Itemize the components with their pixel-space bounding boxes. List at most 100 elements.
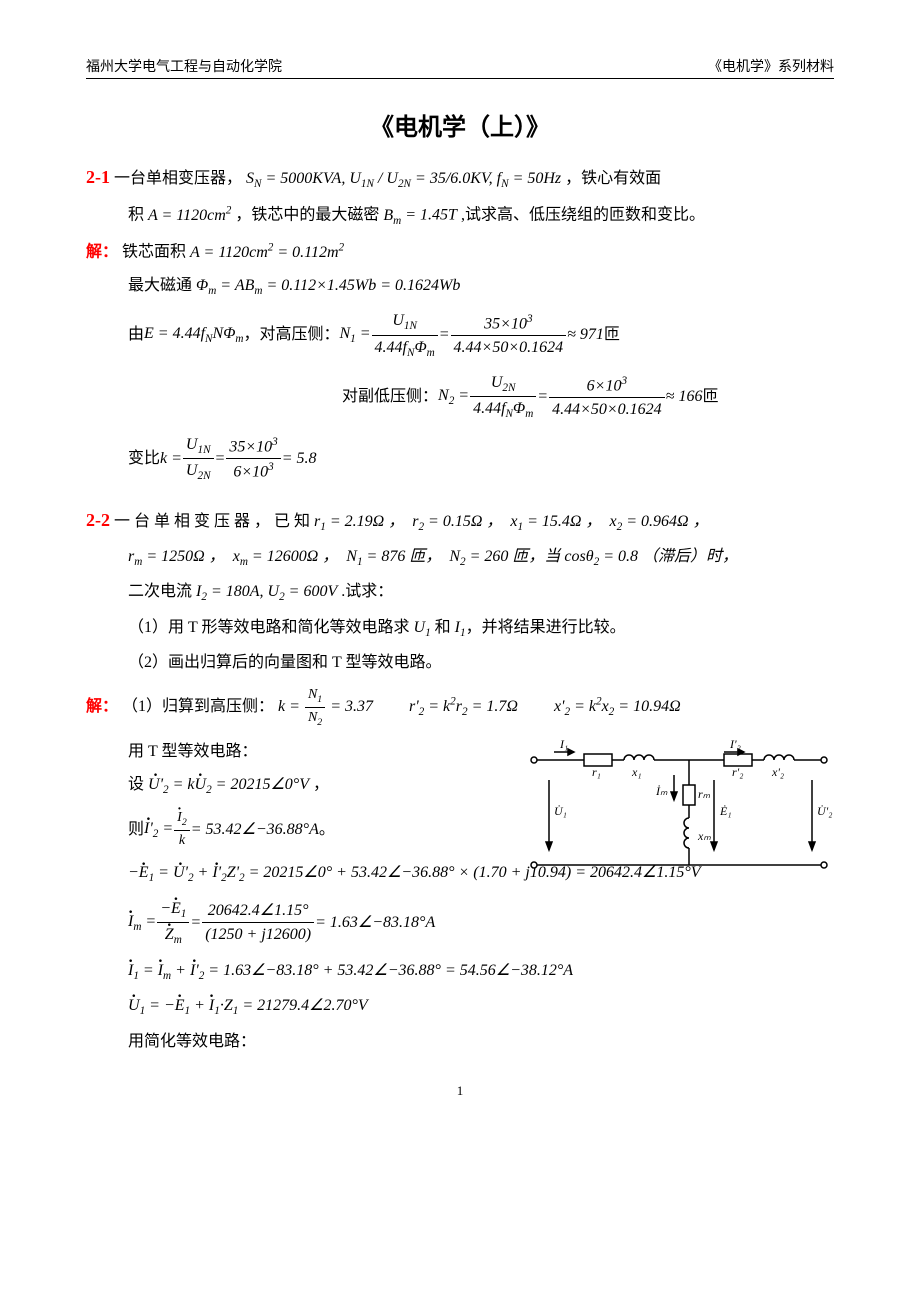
problem-2-2-q1: （1）用 T 形等效电路和简化等效电路求 U1 和 I1，并将结果进行比较。	[86, 616, 834, 641]
svg-text:U̇₁: U̇₁	[554, 804, 567, 818]
solution-2-1-l2: 最大磁通 Φm = ABm = 0.112×1.45Wb = 0.1624Wb	[86, 274, 834, 299]
solution-2-2-l6: Im = −E1 Zm = 20642.4∠1.15° (1250 + j126…	[86, 897, 834, 949]
fraction: U1N U2N	[183, 433, 214, 485]
equals: =	[215, 447, 226, 470]
equation: U1 = −E1 + I1·Z1 = 21279.4∠2.70°V	[128, 997, 368, 1014]
solution-label: 解：	[86, 698, 118, 715]
problem-2-1-line2: 积 A = 1120cm2 ，铁芯中的最大磁密 Bm = 1.45T ,试求高、…	[86, 202, 834, 229]
header-right: 《电机学》系列材料	[708, 56, 834, 76]
equation: Im =	[128, 910, 156, 935]
equation: N1 =	[339, 322, 370, 347]
svg-text:x₁: x₁	[631, 765, 642, 779]
unit: 匝	[702, 385, 718, 408]
equals: =	[190, 911, 201, 934]
problem-2-2-line2: rm = 1250Ω ， xm = 12600Ω ， N1 = 876 匝， N…	[86, 545, 834, 570]
fraction: 20642.4∠1.15° (1250 + j12600)	[202, 899, 314, 946]
equation: rm = 1250Ω ， xm = 12600Ω ， N1 = 876 匝， N…	[128, 548, 738, 565]
text: 对副低压侧：	[342, 385, 438, 408]
text: ，对高压侧：	[243, 323, 339, 346]
page-number: 1	[86, 1083, 834, 1099]
problem-number: 2-2	[86, 510, 110, 530]
solution-2-2-l7: I1 = Im + I'2 = 1.63∠−83.18° + 53.42∠−36…	[86, 959, 834, 984]
result: ≈ 166	[666, 385, 703, 408]
row-with-circuit: 用 T 型等效电路： 设 U'2 = kU2 = 20215∠0°V ， 则 I…	[86, 740, 834, 852]
equation: k =	[278, 698, 304, 715]
solution-2-1-l5: 变比 k = U1N U2N = 35×103 6×103 = 5.8	[86, 433, 834, 485]
problem-2-2-line1: 2-2 一 台 单 相 变 压 器 ， 已 知 r1 = 2.19Ω ， r2 …	[86, 507, 834, 535]
unit: 匝	[604, 323, 620, 346]
text: 一 台 单 相 变 压 器 ， 已 知	[114, 513, 310, 530]
solution-2-1-l4: 对副低压侧： N2 = U2N 4.44fNΦm = 6×103 4.44×50…	[86, 371, 834, 423]
svg-text:rₘ: rₘ	[698, 787, 711, 801]
svg-text:İₘ: İₘ	[655, 784, 668, 798]
solution-2-2-l3: 设 U'2 = kU2 = 20215∠0°V ，	[86, 773, 506, 798]
equation: I1 = Im + I'2 = 1.63∠−83.18° + 53.42∠−36…	[128, 962, 573, 979]
text: 最大磁通	[128, 277, 192, 294]
svg-text:xₘ: xₘ	[697, 829, 711, 843]
result: = 1.63∠−83.18°A	[315, 911, 435, 934]
equation: E = 4.44fNNΦm	[144, 322, 243, 347]
problem-2-2-line3: 二次电流 I2 = 180A, U2 = 600V .试求：	[86, 580, 834, 605]
equation: x'2 = k2x2 = 10.94Ω	[554, 698, 681, 715]
equation: k =	[160, 447, 182, 470]
equation: Φm = ABm = 0.112×1.45Wb = 0.1624Wb	[196, 277, 460, 294]
svg-text:x'₂: x'₂	[771, 765, 784, 779]
fraction: 35×103 4.44×50×0.1624	[451, 311, 567, 360]
problem-2-2-q2: （2）画出归算后的向量图和 T 型等效电路。	[86, 651, 834, 674]
solution-label: 解：	[86, 244, 118, 261]
text: 铁芯面积	[122, 244, 186, 261]
text: ，铁芯中的最大磁密	[235, 207, 379, 224]
equals: =	[439, 323, 450, 346]
equation: N2 =	[438, 384, 469, 409]
equation: A = 1120cm2	[148, 207, 231, 224]
equation: SN = 5000KVA, U1N / U2N = 35/6.0KV, fN =…	[246, 170, 561, 187]
result: ≈ 971	[567, 323, 604, 346]
equation: A = 1120cm2 = 0.112m2	[190, 244, 344, 261]
result: = 3.37	[330, 698, 373, 715]
solution-2-1-l3: 由 E = 4.44fNNΦm ，对高压侧： N1 = U1N 4.44fNΦm…	[86, 309, 834, 361]
problem-number: 2-1	[86, 167, 110, 187]
text: ,试求高、低压绕组的匝数和变比。	[461, 207, 705, 224]
fraction: −E1 Zm	[157, 897, 189, 949]
text: 由	[128, 323, 144, 346]
equation: r'2 = k2r2 = 1.7Ω	[409, 698, 518, 715]
equation: r1 = 2.19Ω ， r2 = 0.15Ω ， x1 = 15.4Ω ， x…	[314, 513, 709, 530]
page: 福州大学电气工程与自动化学院 《电机学》系列材料 《电机学（上）》 2-1 一台…	[0, 0, 920, 1302]
fraction: I2 k	[174, 808, 190, 851]
header-left: 福州大学电气工程与自动化学院	[86, 56, 282, 76]
text: 一台单相变压器，	[114, 170, 242, 187]
svg-text:r'₂: r'₂	[732, 765, 743, 779]
svg-text:r₁: r₁	[592, 765, 601, 779]
text: 二次电流	[128, 583, 192, 600]
svg-text:İ₁: İ₁	[559, 740, 568, 751]
solution-2-2-l9: 用简化等效电路：	[86, 1030, 834, 1053]
solution-2-2-l2: 用 T 型等效电路：	[86, 740, 506, 763]
solution-2-2-l1: 解： （1）归算到高压侧： k = N1 N2 = 3.37 r'2 = k2r…	[86, 685, 834, 730]
solution-2-2-l8: U1 = −E1 + I1·Z1 = 21279.4∠2.70°V	[86, 994, 834, 1019]
svg-text:Ė₁: Ė₁	[719, 804, 732, 818]
page-header: 福州大学电气工程与自动化学院 《电机学》系列材料	[86, 56, 834, 79]
svg-text:İ'₂: İ'₂	[729, 740, 741, 751]
page-title: 《电机学（上）》	[86, 107, 834, 142]
svg-text:U̇'₂: U̇'₂	[817, 804, 832, 818]
equation: I2 = 180A, U2 = 600V	[196, 583, 337, 600]
equation: Bm = 1.45T	[383, 207, 457, 224]
fraction: N1 N2	[305, 685, 325, 730]
equals: =	[537, 385, 548, 408]
solution-2-1-l1: 解： 铁芯面积 A = 1120cm2 = 0.112m2	[86, 239, 834, 264]
text: （1）用 T 形等效电路和简化等效电路求 U1 和 I1，并将结果进行比较。	[128, 619, 626, 636]
text: （2）画出归算后的向量图和 T 型等效电路。	[128, 654, 442, 671]
problem-2-1-line1: 2-1 一台单相变压器， SN = 5000KVA, U1N / U2N = 3…	[86, 164, 834, 192]
result: = 5.8	[282, 447, 317, 470]
t-circuit-diagram: İ₁ r₁ x₁ İ'₂ r'₂ x'₂ U̇₁ İₘ rₘ xₘ Ė₁ U̇'…	[524, 740, 834, 880]
fraction: 6×103 4.44×50×0.1624	[549, 373, 665, 422]
solution-2-2-l4: 则 I'2 = I2 k = 53.42∠−36.88°A 。	[86, 808, 506, 851]
text: 积	[128, 207, 144, 224]
text: 变比	[128, 447, 160, 470]
fraction: U2N 4.44fNΦm	[470, 371, 536, 423]
text: .试求：	[341, 583, 393, 600]
text: （1）归算到高压侧：	[122, 698, 274, 715]
text: ，铁心有效面	[565, 170, 661, 187]
fraction: U1N 4.44fNΦm	[372, 309, 438, 361]
fraction: 35×103 6×103	[226, 434, 280, 484]
